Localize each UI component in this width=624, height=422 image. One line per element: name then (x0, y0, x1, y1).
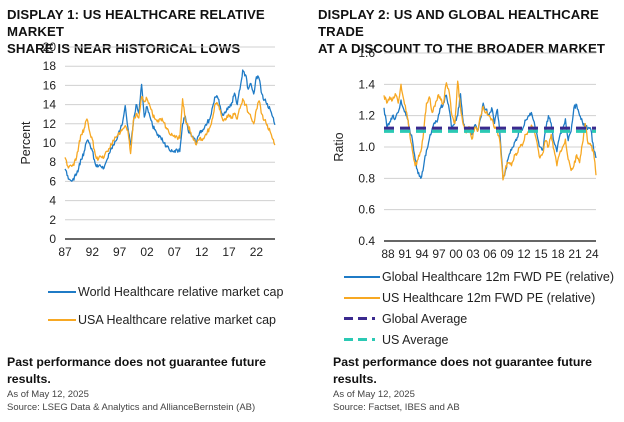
y-tick-label: 8 (49, 155, 56, 169)
legend-dashed-line-icon (344, 317, 380, 320)
series-world-healthcare-relative-market-cap (64, 69, 276, 182)
y-tick-label: 16 (43, 78, 57, 92)
legend-label: USA Healthcare relative market cap (78, 313, 277, 327)
y-axis-label: Percent (19, 121, 33, 165)
display-2-title: DISPLAY 2: US AND GLOBAL HEALTHCARE TRAD… (318, 6, 623, 57)
y-tick-label: 6 (49, 174, 56, 188)
legend-dashed-line-icon (344, 338, 380, 341)
legend-label: Global Healthcare 12m FWD PE (relative) (382, 269, 615, 284)
x-tick-label: 88 (381, 247, 395, 261)
x-tick-label: 97 (432, 247, 446, 261)
y-tick-label: 10 (43, 136, 57, 150)
x-tick-label: 91 (398, 247, 412, 261)
y-axis-label: Ratio (332, 132, 346, 161)
title-line-1: DISPLAY 2: US AND GLOBAL HEALTHCARE TRAD… (318, 7, 599, 39)
legend-item: Global Average (344, 308, 614, 329)
as-of-date: As of May 12, 2025 (7, 389, 89, 400)
x-tick-label: 87 (58, 245, 72, 259)
y-tick-label: 1.2 (358, 109, 375, 123)
y-tick-label: 12 (43, 117, 57, 131)
x-tick-label: 24 (585, 247, 599, 261)
y-tick-label: 4 (49, 194, 56, 208)
x-tick-label: 15 (534, 247, 548, 261)
legend-label: US Average (382, 332, 449, 347)
disclaimer: Past performance does not guarantee futu… (333, 354, 624, 388)
y-tick-label: 0.8 (358, 171, 375, 185)
y-tick-label: 14 (43, 98, 57, 112)
title-line-2: AT A DISCOUNT TO THE BROADER MARKET (318, 41, 606, 56)
legend-label: World Healthcare relative market cap (78, 285, 284, 299)
y-tick-label: 1.4 (358, 77, 375, 91)
display-1-footnote: Past performance does not guarantee futu… (7, 354, 307, 414)
disclaimer-line-2: results. (7, 372, 51, 386)
x-tick-label: 21 (568, 247, 582, 261)
y-tick-label: 0 (49, 232, 56, 246)
disclaimer: Past performance does not guarantee futu… (7, 354, 307, 388)
x-tick-label: 07 (168, 245, 182, 259)
series-usa-healthcare-relative-market-cap (64, 95, 276, 169)
x-tick-label: 12 (517, 247, 531, 261)
legend-item: World Healthcare relative market cap (48, 278, 283, 306)
x-tick-label: 22 (250, 245, 264, 259)
legend-line-icon (48, 319, 76, 321)
display-1-legend: World Healthcare relative market cap USA … (48, 278, 283, 334)
x-tick-label: 18 (551, 247, 565, 261)
source-note: Source: Factset, IBES and AB (333, 402, 460, 413)
y-tick-label: 20 (43, 40, 57, 54)
x-tick-label: 94 (415, 247, 429, 261)
disclaimer-line-1: Past performance does not guarantee futu… (333, 355, 592, 369)
legend-line-icon (48, 291, 76, 293)
legend-item: US Average (344, 329, 614, 350)
y-tick-label: 18 (43, 59, 57, 73)
series-global-healthcare-12m-fwd-pe-relative (383, 93, 597, 179)
legend-label: US Healthcare 12m FWD PE (relative) (382, 290, 596, 305)
disclaimer-line-2: results. (333, 372, 377, 386)
display-2-footnote: Past performance does not guarantee futu… (333, 354, 624, 414)
y-tick-label: 0.6 (358, 203, 375, 217)
series-us-healthcare-12m-fwd-pe-relative (383, 80, 597, 181)
y-tick-label: 1.6 (358, 46, 375, 60)
legend-item: USA Healthcare relative market cap (48, 306, 283, 334)
legend-item: Global Healthcare 12m FWD PE (relative) (344, 266, 614, 287)
y-tick-label: 1.0 (358, 140, 375, 154)
display-2-legend: Global Healthcare 12m FWD PE (relative) U… (344, 266, 614, 350)
x-tick-label: 06 (483, 247, 497, 261)
as-of-date: As of May 12, 2025 (333, 389, 415, 400)
pe-ratio-chart: 0.40.60.81.01.21.41.688 91 94 97 00 03 06 09 12 1… (332, 46, 599, 261)
disclaimer-line-1: Past performance does not guarantee futu… (7, 355, 266, 369)
display-2-panel: DISPLAY 2: US AND GLOBAL HEALTHCARE TRAD… (312, 0, 624, 422)
display-1-title: DISPLAY 1: US HEALTHCARE RELATIVE MARKET… (7, 6, 312, 57)
x-tick-label: 02 (140, 245, 154, 259)
y-tick-label: 2 (49, 213, 56, 227)
legend-label: Global Average (382, 311, 468, 326)
x-tick-label: 92 (86, 245, 100, 259)
x-tick-label: 09 (500, 247, 514, 261)
title-line-2: SHARE IS NEAR HISTORICAL LOWS (7, 41, 241, 56)
x-tick-label: 97 (113, 245, 127, 259)
legend-line-icon (344, 296, 380, 299)
y-tick-label: 0.4 (358, 234, 375, 248)
x-tick-label: 17 (222, 245, 236, 259)
x-tick-label: 00 (449, 247, 463, 261)
display-1-panel: DISPLAY 1: US HEALTHCARE RELATIVE MARKET… (7, 6, 312, 414)
x-tick-label: 12 (195, 245, 209, 259)
legend-item: US Healthcare 12m FWD PE (relative) (344, 287, 614, 308)
legend-line-icon (344, 275, 380, 278)
title-line-1: DISPLAY 1: US HEALTHCARE RELATIVE MARKET (7, 7, 265, 39)
x-tick-label: 03 (466, 247, 480, 261)
source-note: Source: LSEG Data & Analytics and Allian… (7, 402, 256, 413)
